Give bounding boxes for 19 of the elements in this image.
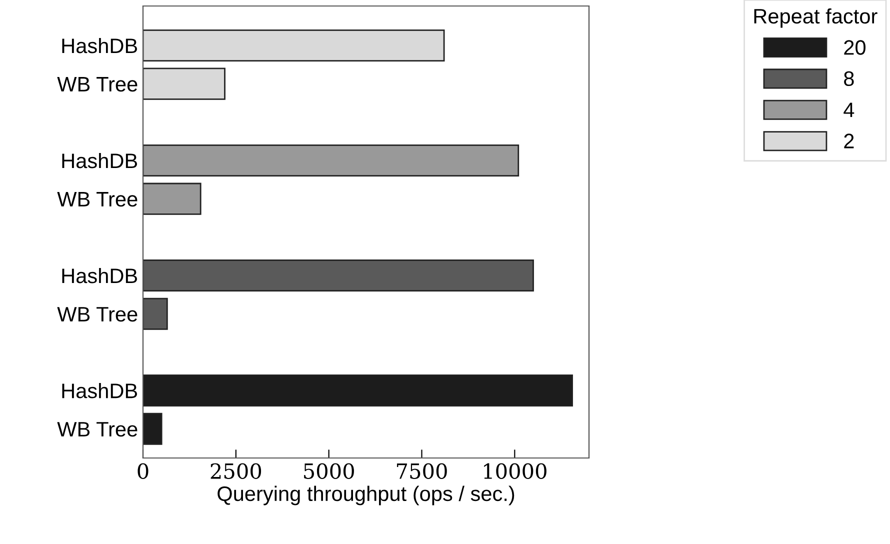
legend-label: 20 — [844, 40, 866, 55]
legend-label: 4 — [844, 102, 854, 118]
x-tick-label: 5000 — [304, 463, 354, 479]
y-tick-label: WB Tree — [57, 422, 138, 437]
x-tick-label: 0 — [138, 463, 148, 479]
y-tick-label: WB Tree — [57, 192, 138, 207]
legend-title: Repeat factor — [754, 8, 878, 28]
x-tick-label: 7500 — [396, 463, 447, 479]
y-tick-label: HashDB — [62, 38, 138, 54]
y-tick-label: HashDB — [62, 152, 138, 168]
y-tick-label: WB Tree — [57, 77, 138, 92]
x-axis-title: Querying throughput (ops / sec.) — [218, 486, 514, 506]
y-tick-label: WB Tree — [57, 307, 138, 322]
x-tick-label: 2500 — [210, 463, 262, 479]
y-tick-label: HashDB — [62, 382, 138, 398]
legend-label: 8 — [844, 71, 854, 86]
y-tick-label: HashDB — [62, 268, 138, 284]
x-tick-label: 10000 — [484, 463, 546, 479]
legend-label: 2 — [844, 134, 854, 148]
